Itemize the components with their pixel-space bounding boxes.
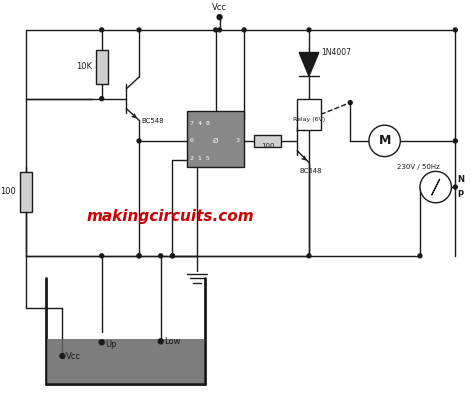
Circle shape [60, 354, 65, 358]
Text: BC548: BC548 [299, 168, 322, 174]
Circle shape [453, 185, 457, 189]
Text: makingcircuits.com: makingcircuits.com [87, 209, 254, 224]
Circle shape [99, 340, 104, 345]
Circle shape [348, 101, 352, 104]
Circle shape [100, 97, 104, 101]
Text: P: P [457, 190, 464, 200]
Text: 7  4  8: 7 4 8 [190, 121, 210, 126]
Circle shape [137, 254, 141, 258]
Text: Up: Up [106, 340, 117, 349]
Bar [20, 172, 32, 212]
Circle shape [418, 254, 422, 258]
Circle shape [137, 139, 141, 143]
Circle shape [453, 28, 457, 32]
Text: M: M [378, 134, 391, 148]
Text: 1N4007: 1N4007 [321, 48, 351, 57]
Circle shape [453, 139, 457, 143]
Bar [96, 50, 108, 84]
Bar [297, 99, 321, 130]
Bar [254, 135, 282, 147]
Circle shape [420, 171, 451, 203]
Text: Vcc: Vcc [66, 352, 82, 360]
Circle shape [307, 254, 311, 258]
Bar [187, 112, 244, 168]
Text: 2  1  5: 2 1 5 [190, 156, 210, 161]
Circle shape [217, 15, 222, 20]
Circle shape [242, 28, 246, 32]
Text: Vcc: Vcc [212, 3, 227, 12]
Text: 230V / 50Hz: 230V / 50Hz [397, 164, 439, 170]
Circle shape [369, 125, 401, 157]
Circle shape [159, 254, 163, 258]
Circle shape [214, 28, 218, 32]
Circle shape [171, 254, 174, 258]
Text: 10K: 10K [76, 62, 92, 71]
Circle shape [100, 28, 104, 32]
Text: Relay (6V): Relay (6V) [293, 117, 325, 122]
Text: 3: 3 [235, 138, 239, 144]
Text: BC548: BC548 [141, 118, 164, 124]
Bar [47, 339, 204, 382]
Circle shape [171, 254, 174, 258]
Text: Ø: Ø [213, 138, 219, 144]
Text: Low: Low [164, 337, 181, 346]
Circle shape [137, 28, 141, 32]
Circle shape [218, 28, 221, 32]
Circle shape [307, 28, 311, 32]
Text: N: N [457, 175, 465, 184]
Circle shape [158, 339, 163, 344]
Circle shape [100, 254, 104, 258]
Text: 100: 100 [0, 188, 16, 196]
Circle shape [137, 254, 141, 258]
Text: 6: 6 [190, 138, 194, 144]
Text: 100: 100 [261, 143, 274, 149]
Polygon shape [299, 52, 319, 76]
